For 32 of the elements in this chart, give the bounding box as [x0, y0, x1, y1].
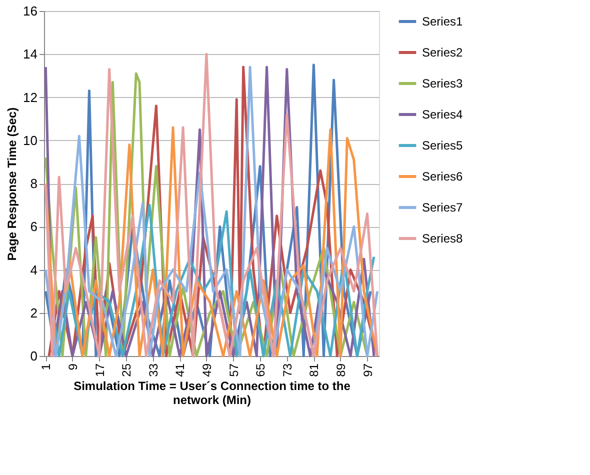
x-tick-label: 89: [334, 363, 348, 377]
x-tick-label: 81: [307, 363, 322, 377]
y-tick-label: 12: [23, 90, 38, 105]
legend-label: Series1: [422, 14, 464, 28]
legend-label: Series8: [422, 232, 464, 246]
x-tick-label: 65: [254, 363, 268, 377]
y-tick-label: 16: [23, 4, 38, 18]
y-tick-label: 2: [30, 305, 38, 320]
x-tick-label: 17: [92, 363, 107, 377]
x-tick-label: 41: [173, 363, 188, 377]
y-axis-title: Page Response Time (Sec): [5, 107, 20, 261]
x-axis-title: Simulation Time = User´s Connection time to the network (Min): [74, 378, 351, 407]
legend-label: Series6: [422, 170, 464, 184]
x-tick-label: 73: [280, 363, 294, 377]
y-tick-label: 8: [30, 176, 38, 191]
x-tick-label: 49: [200, 363, 214, 377]
x-tick-label: 9: [66, 363, 80, 370]
x-tick-label: 97: [360, 363, 375, 377]
y-tick-label: 14: [23, 46, 38, 62]
x-tick-label: 33: [146, 363, 160, 377]
legend-label: Series5: [422, 138, 464, 152]
x-tick-label: 25: [120, 363, 134, 377]
x-tick-label: 1: [39, 363, 54, 370]
legend-label: Series2: [422, 46, 464, 60]
legend-label: Series7: [422, 200, 464, 214]
y-tick-label: 10: [23, 132, 38, 148]
legend-label: Series4: [422, 108, 464, 122]
y-tick-label: 0: [30, 348, 38, 364]
y-tick-label: 6: [30, 219, 38, 234]
legend-label: Series3: [422, 76, 464, 90]
y-tick-label: 4: [30, 262, 38, 278]
x-tick-label: 57: [226, 363, 241, 377]
